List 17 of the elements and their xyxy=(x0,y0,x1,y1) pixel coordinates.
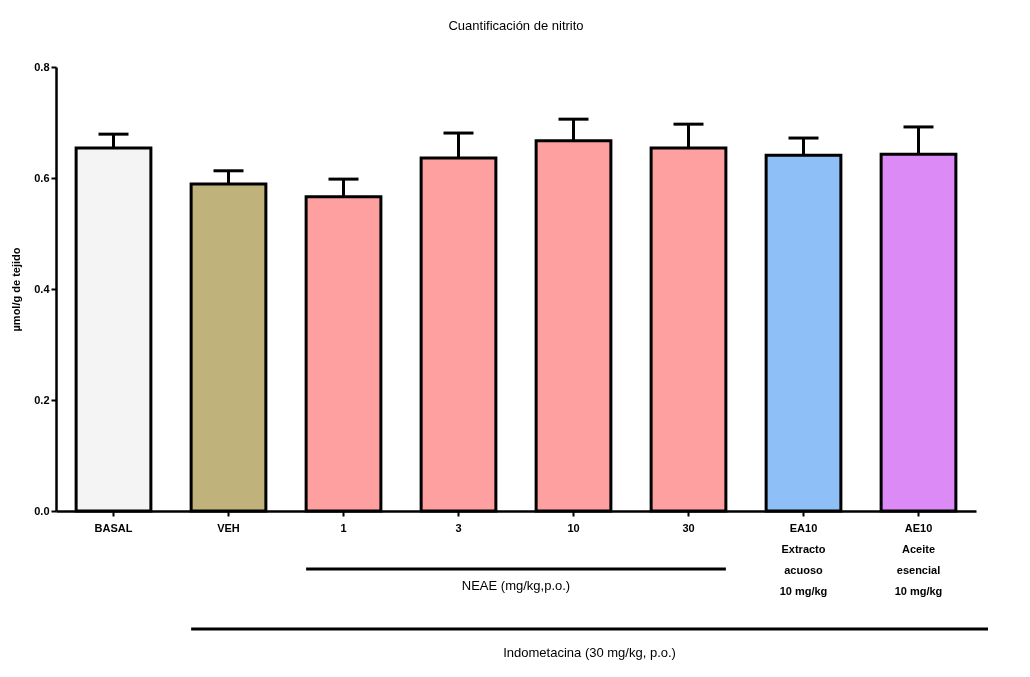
y-tick-label: 0.8 xyxy=(34,60,50,73)
text: Indometacina (30 mg/kg, p.o.) xyxy=(503,645,676,660)
y-tick-label: 0.4 xyxy=(34,282,51,295)
y-tick-label: 0.0 xyxy=(34,504,50,517)
x-tick-label: AE10 Aceite esencial 10 mg/kg xyxy=(894,521,943,597)
x-tick-label: 30 xyxy=(682,521,695,534)
x-tick-label: VEH xyxy=(217,521,240,534)
x-tick-label: 1 xyxy=(340,521,347,534)
y-axis-title: µmol/g de tejido xyxy=(10,247,23,332)
y-tick-label: 0.2 xyxy=(34,393,50,406)
text: NEAE (mg/kg,p.o.) xyxy=(461,578,571,593)
chart-title: Cuantificación de nitrito xyxy=(448,18,584,33)
x-tick-label: EA10 Extracto acuoso 10 mg/kg xyxy=(779,521,828,597)
x-tick-label: 10 xyxy=(567,521,580,534)
x-tick-label: 3 xyxy=(455,521,462,534)
y-tick-label: 0.6 xyxy=(34,171,50,184)
x-tick-label: BASAL xyxy=(94,521,133,534)
